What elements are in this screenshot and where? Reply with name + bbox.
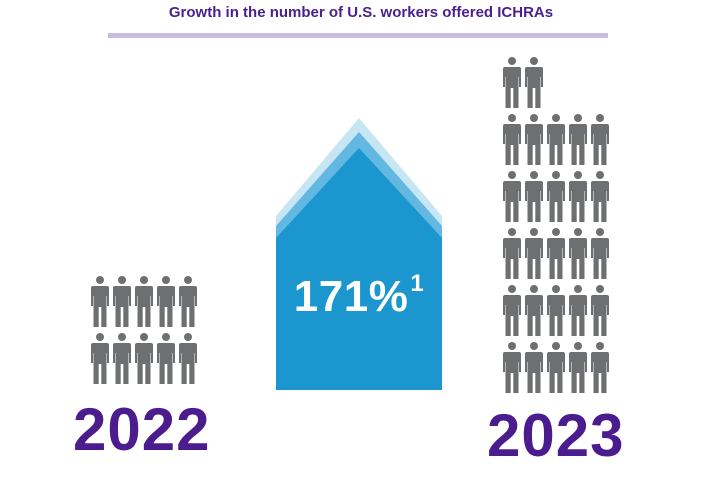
person-icon xyxy=(135,276,153,327)
growth-percentage: 171%1 xyxy=(276,270,442,322)
person-icon xyxy=(179,333,197,384)
person-icon xyxy=(113,333,131,384)
year-label-2023: 2023 xyxy=(487,402,625,469)
person-icon xyxy=(157,276,175,327)
person-icon xyxy=(591,171,609,222)
person-icon xyxy=(525,285,543,336)
person-icon xyxy=(591,228,609,279)
person-icon xyxy=(547,285,565,336)
person-icon xyxy=(503,57,521,108)
person-icon xyxy=(547,114,565,165)
chart-title: Growth in the number of U.S. workers off… xyxy=(168,4,554,21)
person-icon xyxy=(569,114,587,165)
person-icon xyxy=(525,342,543,393)
person-icon xyxy=(157,333,175,384)
year-label-2022: 2022 xyxy=(73,396,211,463)
person-icon xyxy=(569,228,587,279)
person-icon xyxy=(547,228,565,279)
person-icon xyxy=(569,285,587,336)
person-icon xyxy=(179,276,197,327)
person-icon xyxy=(91,333,109,384)
footnote-marker: 1 xyxy=(410,270,425,297)
person-icon xyxy=(135,333,153,384)
person-icon xyxy=(569,342,587,393)
growth-value: 171% xyxy=(293,272,409,321)
person-icon xyxy=(503,228,521,279)
person-icon xyxy=(503,114,521,165)
person-icon xyxy=(547,171,565,222)
person-icon xyxy=(525,228,543,279)
people-group-2023 xyxy=(503,57,609,393)
title-divider xyxy=(108,33,608,38)
person-icon xyxy=(503,285,521,336)
person-icon xyxy=(503,171,521,222)
person-icon xyxy=(591,114,609,165)
person-icon xyxy=(525,57,543,108)
person-icon xyxy=(591,285,609,336)
person-icon xyxy=(591,342,609,393)
person-icon xyxy=(113,276,131,327)
person-icon xyxy=(569,171,587,222)
growth-arrow xyxy=(276,118,442,390)
person-icon xyxy=(547,342,565,393)
arrow-main-layer xyxy=(276,148,442,390)
people-group-2022 xyxy=(91,276,197,384)
person-icon xyxy=(525,171,543,222)
person-icon xyxy=(91,276,109,327)
person-icon xyxy=(503,342,521,393)
person-icon xyxy=(525,114,543,165)
